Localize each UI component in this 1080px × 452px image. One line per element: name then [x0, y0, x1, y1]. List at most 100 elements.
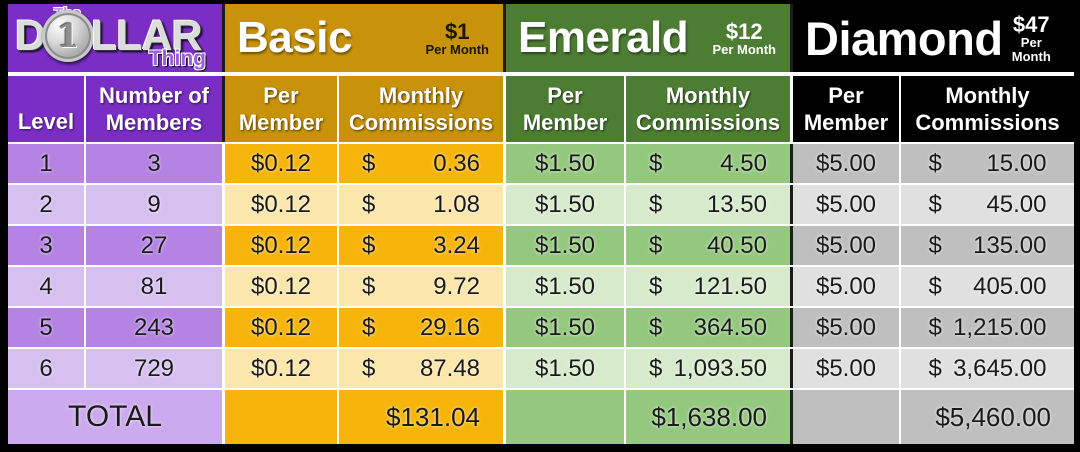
basic-monthly-cell: $9.72: [339, 267, 503, 306]
emerald-monthly-cell: $13.50: [626, 185, 790, 224]
dollar-sign: $: [928, 190, 942, 218]
divider: [84, 76, 86, 142]
dollar-sign: $: [362, 190, 376, 218]
emerald-monthly-cell: $1,093.50: [626, 349, 790, 388]
emerald-per-member-cell: $1.50: [506, 308, 624, 347]
amount: 121.50: [693, 272, 767, 300]
dollar-sign: $: [928, 149, 942, 177]
table-row-level-1: 1 3 $0.12 $0.36 $1.50 $4.50 $5.00 $15.00: [8, 142, 1074, 183]
amount: 364.50: [693, 313, 767, 341]
header-emerald-monthly: Monthly Commissions: [626, 76, 790, 142]
total-row: TOTAL $131.04 $1,638.00 $5,460.00: [8, 388, 1074, 444]
header-level: Level: [8, 76, 84, 142]
total-label: TOTAL: [8, 390, 222, 444]
emerald-total: $1,638.00: [626, 390, 790, 444]
dollar-sign: $: [362, 149, 376, 177]
basic-per-member-cell: $0.12: [225, 185, 337, 224]
amount: 29.16: [419, 313, 480, 341]
divider: [790, 144, 793, 183]
logo-dollar-text: D 1 LLAR: [15, 10, 203, 62]
amount: 3.24: [433, 231, 480, 259]
basic-monthly-cell: $0.36: [339, 144, 503, 183]
divider: [8, 72, 1074, 76]
divider: [84, 349, 86, 388]
divider: [790, 390, 793, 444]
dollar-sign: $: [928, 231, 942, 259]
banner-row: The D 1 LLAR Thing Basic $1 Per Month Em…: [8, 4, 1074, 72]
dollar-sign: $: [928, 313, 942, 341]
divider: [337, 267, 339, 306]
basic-per-member-cell: $0.12: [225, 144, 337, 183]
tier-diamond-name: Diamond: [805, 11, 1003, 65]
tier-basic-name: Basic: [237, 13, 352, 62]
divider: [899, 267, 901, 306]
divider: [337, 144, 339, 183]
level-cell: 6: [8, 349, 84, 388]
diamond-monthly-cell: $135.00: [901, 226, 1074, 265]
divider: [790, 4, 793, 72]
divider: [84, 308, 86, 347]
divider: [624, 390, 626, 444]
basic-monthly-cell: $29.16: [339, 308, 503, 347]
divider: [790, 185, 793, 224]
tier-basic-banner: Basic $1 Per Month: [225, 4, 503, 72]
dollar-sign: $: [649, 354, 663, 382]
diamond-monthly-cell: $15.00: [901, 144, 1074, 183]
divider: [503, 76, 506, 142]
basic-per-member-total-empty: [225, 390, 337, 444]
dollar-sign: $: [649, 313, 663, 341]
dollar-sign: $: [649, 272, 663, 300]
table-row-level-2: 2 9 $0.12 $1.08 $1.50 $13.50 $5.00 $45.0…: [8, 183, 1074, 224]
logo-letters-llar: LLAR: [91, 11, 203, 60]
divider: [503, 349, 506, 388]
basic-per-member-cell: $0.12: [225, 308, 337, 347]
amount: 13.50: [706, 190, 767, 218]
header-diamond-monthly: Monthly Commissions: [901, 76, 1074, 142]
divider: [222, 144, 225, 183]
divider: [899, 226, 901, 265]
members-cell: 81: [86, 267, 222, 306]
dollar-sign: $: [649, 149, 663, 177]
tier-basic-price: $1 Per Month: [425, 18, 489, 57]
divider: [899, 185, 901, 224]
diamond-monthly-cell: $3,645.00: [901, 349, 1074, 388]
tier-emerald-price: $12 Per Month: [712, 18, 776, 57]
header-members: Number of Members: [86, 76, 222, 142]
divider: [503, 226, 506, 265]
divider: [790, 308, 793, 347]
divider: [222, 185, 225, 224]
diamond-per-member-cell: $5.00: [793, 308, 899, 347]
table-row-level-5: 5 243 $0.12 $29.16 $1.50 $364.50 $5.00 $…: [8, 306, 1074, 347]
diamond-total: $5,460.00: [901, 390, 1074, 444]
divider: [503, 4, 506, 72]
divider: [222, 226, 225, 265]
amount: 0.36: [433, 149, 480, 177]
members-cell: 27: [86, 226, 222, 265]
divider: [337, 226, 339, 265]
amount: 45.00: [986, 190, 1047, 218]
divider: [337, 390, 339, 444]
diamond-per-member-cell: $5.00: [793, 267, 899, 306]
dollar-sign: $: [649, 190, 663, 218]
amount: 1,093.50: [673, 354, 767, 382]
divider: [222, 76, 225, 142]
basic-per-member-cell: $0.12: [225, 267, 337, 306]
divider: [222, 390, 225, 444]
emerald-per-member-total-empty: [506, 390, 624, 444]
divider: [624, 267, 626, 306]
tier-emerald-name: Emerald: [518, 13, 689, 62]
tier-diamond-price: $47 Per Month: [1011, 11, 1051, 64]
members-cell: 3: [86, 144, 222, 183]
divider: [503, 144, 506, 183]
level-cell: 3: [8, 226, 84, 265]
emerald-per-member-cell: $1.50: [506, 185, 624, 224]
table-row-level-3: 3 27 $0.12 $3.24 $1.50 $40.50 $5.00 $135…: [8, 224, 1074, 265]
emerald-per-member-cell: $1.50: [506, 144, 624, 183]
basic-per-member-cell: $0.12: [225, 349, 337, 388]
divider: [337, 76, 339, 142]
basic-monthly-cell: $1.08: [339, 185, 503, 224]
amount: 4.50: [720, 149, 767, 177]
diamond-monthly-cell: $1,215.00: [901, 308, 1074, 347]
basic-total: $131.04: [339, 390, 503, 444]
